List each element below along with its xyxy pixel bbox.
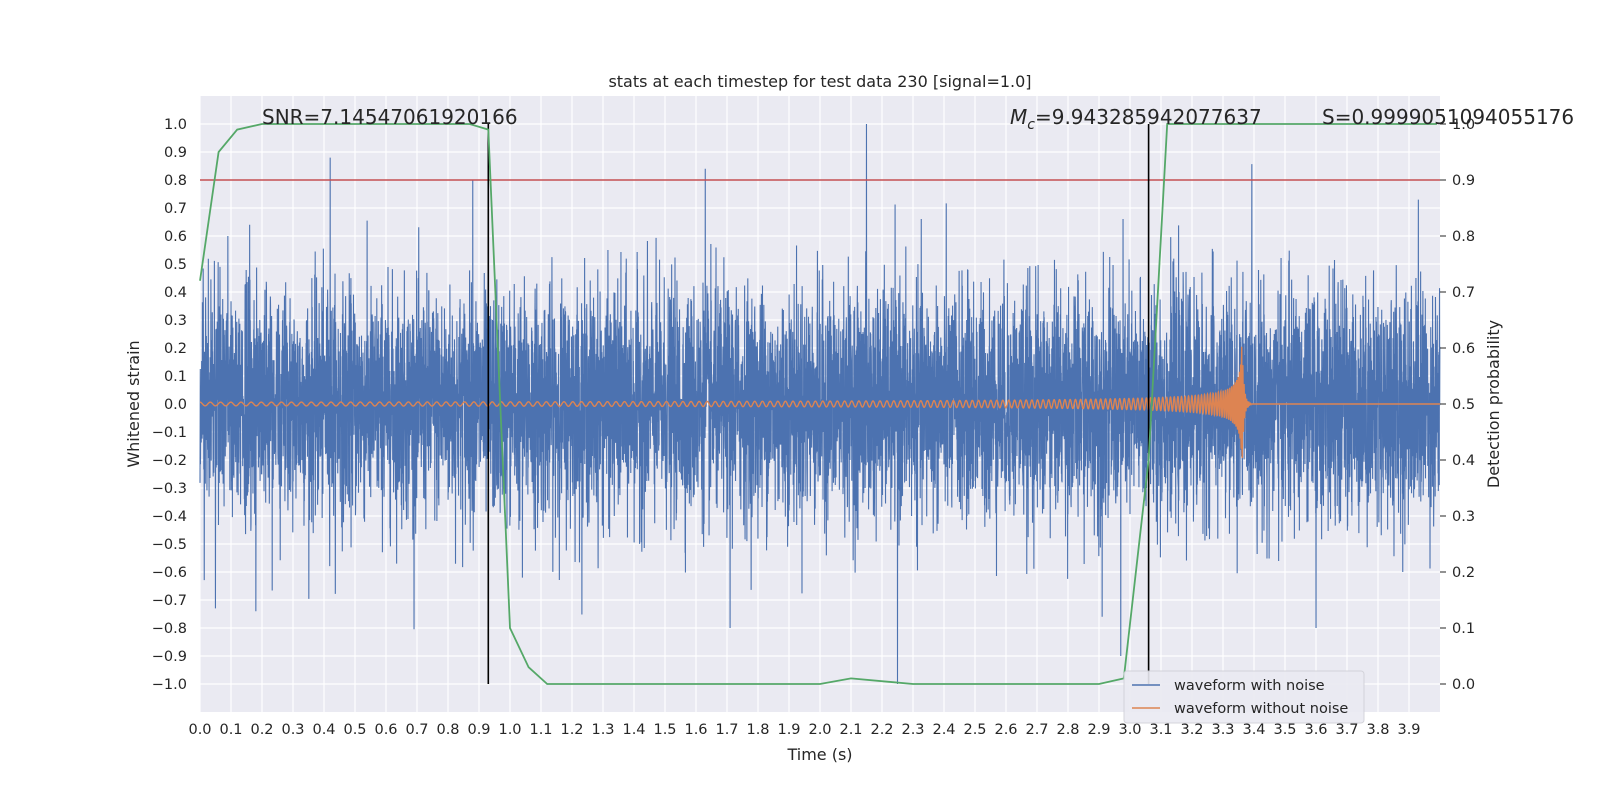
y-tick-label: −0.8	[152, 621, 187, 637]
chirp-mass-value: =9.943285942077637	[1035, 105, 1262, 129]
x-tick-label: 0.0	[188, 722, 211, 738]
chirp-series	[200, 346, 1440, 459]
x-tick-label: 1.7	[715, 722, 738, 738]
x-tick-label: 2.2	[870, 722, 893, 738]
y-tick-labels: 1.0 0.9 0.8 0.7 0.6 0.5 0.4 0.3 0.2 0.1 0.0 −0.1 −0.…	[152, 117, 187, 693]
chirp-mass-subscript: c	[1027, 117, 1035, 133]
x-tick-label: 3.7	[1335, 722, 1358, 738]
chart-title: stats at each timestep for test data 230…	[608, 72, 1031, 91]
x-tick-label: 0.7	[405, 722, 428, 738]
x-tick-label: 0.9	[467, 722, 490, 738]
s-annotation: S=0.9999051094055176	[1322, 105, 1574, 129]
x-tick-label: 1.8	[746, 722, 769, 738]
y-tick-label: 0.4	[164, 285, 187, 301]
x-tick-label: 1.0	[498, 722, 521, 738]
x-tick-label: 3.4	[1242, 722, 1265, 738]
y2-tick-label: 0.6	[1452, 341, 1475, 357]
x-tick-label: 1.4	[622, 722, 645, 738]
legend-label-noise: waveform with noise	[1174, 678, 1325, 694]
y-tick-label: −0.2	[152, 453, 187, 469]
x-tick-label: 3.0	[1118, 722, 1141, 738]
x-tick-label: 0.6	[374, 722, 397, 738]
x-tick-label: 3.9	[1397, 722, 1420, 738]
x-tick-label: 2.7	[1025, 722, 1048, 738]
y2-axis-label: Detection probability	[1484, 320, 1503, 488]
x-tick-label: 2.5	[963, 722, 986, 738]
x-tick-label: 3.8	[1366, 722, 1389, 738]
x-tick-label: 2.9	[1087, 722, 1110, 738]
y-axis-label: Whitened strain	[124, 340, 143, 467]
y-tick-label: 0.5	[164, 257, 187, 273]
probability-series	[199, 123, 1437, 685]
x-tick-label: 2.8	[1056, 722, 1079, 738]
x-tick-labels: 0.0 0.1 0.2 0.3 0.4 0.5 0.6 0.7 0.8 0.9 1.0 1.1 1.2 1…	[188, 722, 1420, 738]
y-tick-label: 0.8	[164, 173, 187, 189]
x-tick-label: 0.5	[343, 722, 366, 738]
x-tick-label: 3.5	[1273, 722, 1296, 738]
y2-tick-label: 0.7	[1452, 285, 1475, 301]
x-tick-label: 0.8	[436, 722, 459, 738]
legend-box	[1123, 670, 1365, 724]
y-tick-label: −0.3	[152, 481, 187, 497]
y2-tick-label: 0.8	[1452, 229, 1475, 245]
x-tick-label: 1.3	[591, 722, 614, 738]
y2-tick-label: 1.0	[1452, 117, 1475, 133]
x-tick-label: 2.4	[932, 722, 955, 738]
y2-tick-label: 0.5	[1452, 397, 1475, 413]
y-tick-label: −1.0	[152, 677, 187, 693]
y2-tick-label: 0.9	[1452, 173, 1475, 189]
y2-tick-label: 0.3	[1452, 509, 1475, 525]
legend: waveform with noise waveform without noi…	[1123, 670, 1365, 724]
x-tick-label: 1.2	[560, 722, 583, 738]
x-tick-label: 0.1	[219, 722, 242, 738]
snr-annotation: SNR=7.14547061920166	[262, 105, 518, 129]
y-tick-label: −0.4	[152, 509, 187, 525]
y2-tick-label: 0.0	[1452, 677, 1475, 693]
x-tick-label: 3.3	[1211, 722, 1234, 738]
x-tick-label: 3.1	[1149, 722, 1172, 738]
y-tick-label: −0.5	[152, 537, 187, 553]
y-tick-label: 0.2	[164, 341, 187, 357]
y-tick-label: 0.1	[164, 369, 187, 385]
x-axis-label: Time (s)	[786, 745, 852, 764]
x-tick-label: 0.3	[281, 722, 304, 738]
chirp-mass-symbol: M	[1010, 105, 1027, 129]
x-tick-label: 3.6	[1304, 722, 1327, 738]
chirp-line	[200, 346, 1440, 459]
x-tick-label: 2.6	[994, 722, 1017, 738]
y-tick-label: 0.9	[164, 145, 187, 161]
y-tick-label: −0.7	[152, 593, 187, 609]
y2-tick-label: 0.4	[1452, 453, 1475, 469]
y-tick-label: 0.3	[164, 313, 187, 329]
x-tick-label: 3.2	[1180, 722, 1203, 738]
x-tick-label: 2.1	[839, 722, 862, 738]
x-tick-label: 1.6	[684, 722, 707, 738]
x-tick-label: 0.2	[250, 722, 273, 738]
probability-line	[199, 123, 1437, 685]
y-tick-label: −0.1	[152, 425, 187, 441]
y-tick-label: 0.6	[164, 229, 187, 245]
y2-tick-label: 0.2	[1452, 565, 1475, 581]
chirp-mass-annotation: Mc=9.943285942077637	[1010, 105, 1262, 133]
x-tick-label: 2.0	[808, 722, 831, 738]
y-tick-label: 0.0	[164, 397, 187, 413]
y-tick-label: −0.9	[152, 649, 187, 665]
y-tick-label: −0.6	[152, 565, 187, 581]
vertical-lines	[487, 124, 1150, 684]
y2-tick-labels: 1.0 0.9 0.8 0.7 0.6 0.5 0.4 0.3 0.2 0.1 0.0	[1440, 117, 1475, 693]
x-tick-label: 2.3	[901, 722, 924, 738]
x-tick-label: 0.4	[312, 722, 335, 738]
x-tick-label: 1.1	[529, 722, 552, 738]
x-tick-label: 1.5	[653, 722, 676, 738]
y2-tick-label: 0.1	[1452, 621, 1475, 637]
y-tick-label: 1.0	[164, 117, 187, 133]
y-tick-label: 0.7	[164, 201, 187, 217]
x-tick-label: 1.9	[777, 722, 800, 738]
legend-label-clean: waveform without noise	[1174, 701, 1348, 717]
